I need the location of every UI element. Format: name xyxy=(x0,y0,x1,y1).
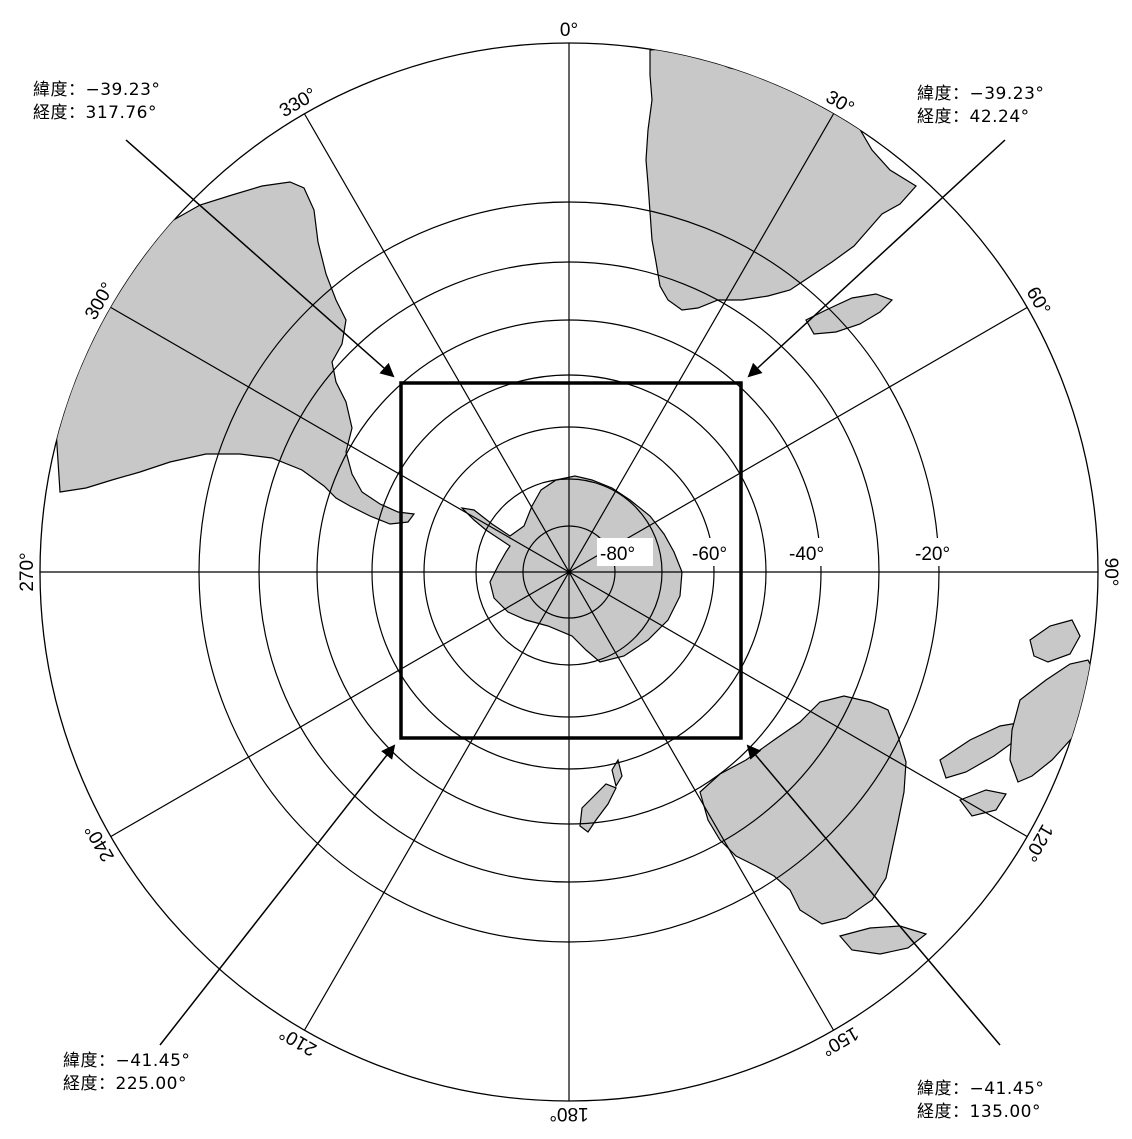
latitude-labels: -80° -60° -40° -20° xyxy=(597,538,972,566)
new-zealand xyxy=(579,783,617,833)
lat-label-bg-40 xyxy=(786,538,846,566)
lon-label-0: 0° xyxy=(560,20,578,41)
arrow-bottom-left xyxy=(159,744,396,1046)
arrow-bottom-right xyxy=(746,744,1001,1046)
callout-top-right: 緯度：−39.23° 経度：42.24° xyxy=(917,83,1044,129)
callout-bottom-right: 緯度：−41.45° 経度：135.00° xyxy=(917,1078,1044,1124)
island-cluster xyxy=(959,789,1007,817)
borneo xyxy=(1029,619,1081,663)
callout-top-right-lon: 経度：42.24° xyxy=(917,107,1030,127)
callout-top-left-lon: 経度：317.76° xyxy=(33,103,157,123)
arrow-top-right xyxy=(747,139,1006,378)
australia xyxy=(699,695,907,925)
lat-label-40: -40° xyxy=(789,544,824,565)
callout-bottom-left-lat: 緯度：−41.45° xyxy=(63,1051,191,1071)
meridian-150 xyxy=(303,113,835,1031)
lat-label-bg-20 xyxy=(912,538,972,566)
callout-bottom-left: 緯度：−41.45° 経度：225.00° xyxy=(63,1050,190,1096)
lat-label-20: -20° xyxy=(915,544,950,565)
callout-bottom-right-lon: 経度：135.00° xyxy=(917,1102,1041,1122)
lat-label-bg-80 xyxy=(597,538,653,566)
callout-top-left: 緯度：−39.23° 経度：317.76° xyxy=(33,79,160,125)
lon-label-270: 270° xyxy=(17,552,38,591)
region-box xyxy=(399,381,743,740)
tasmania xyxy=(838,925,928,955)
callout-bottom-right-lat: 緯度：−41.45° xyxy=(917,1079,1045,1099)
lon-label-180: 180° xyxy=(549,1103,588,1124)
lat-label-80: -80° xyxy=(600,544,635,565)
madagascar xyxy=(805,293,894,335)
callout-top-left-lat: 緯度：−39.23° xyxy=(33,80,161,100)
lat-label-60: -60° xyxy=(692,544,727,565)
callout-bottom-left-lon: 経度：225.00° xyxy=(63,1074,187,1094)
antarctica xyxy=(460,475,683,663)
callout-arrows xyxy=(125,139,1006,1046)
lat-label-bg-60 xyxy=(690,538,746,566)
lon-label-90: 90° xyxy=(1100,558,1121,587)
callout-top-right-lat: 緯度：−39.23° xyxy=(917,84,1045,104)
arrow-top-left xyxy=(125,139,395,378)
landmasses xyxy=(55,47,1098,955)
longitude-spokes xyxy=(40,43,1098,1101)
